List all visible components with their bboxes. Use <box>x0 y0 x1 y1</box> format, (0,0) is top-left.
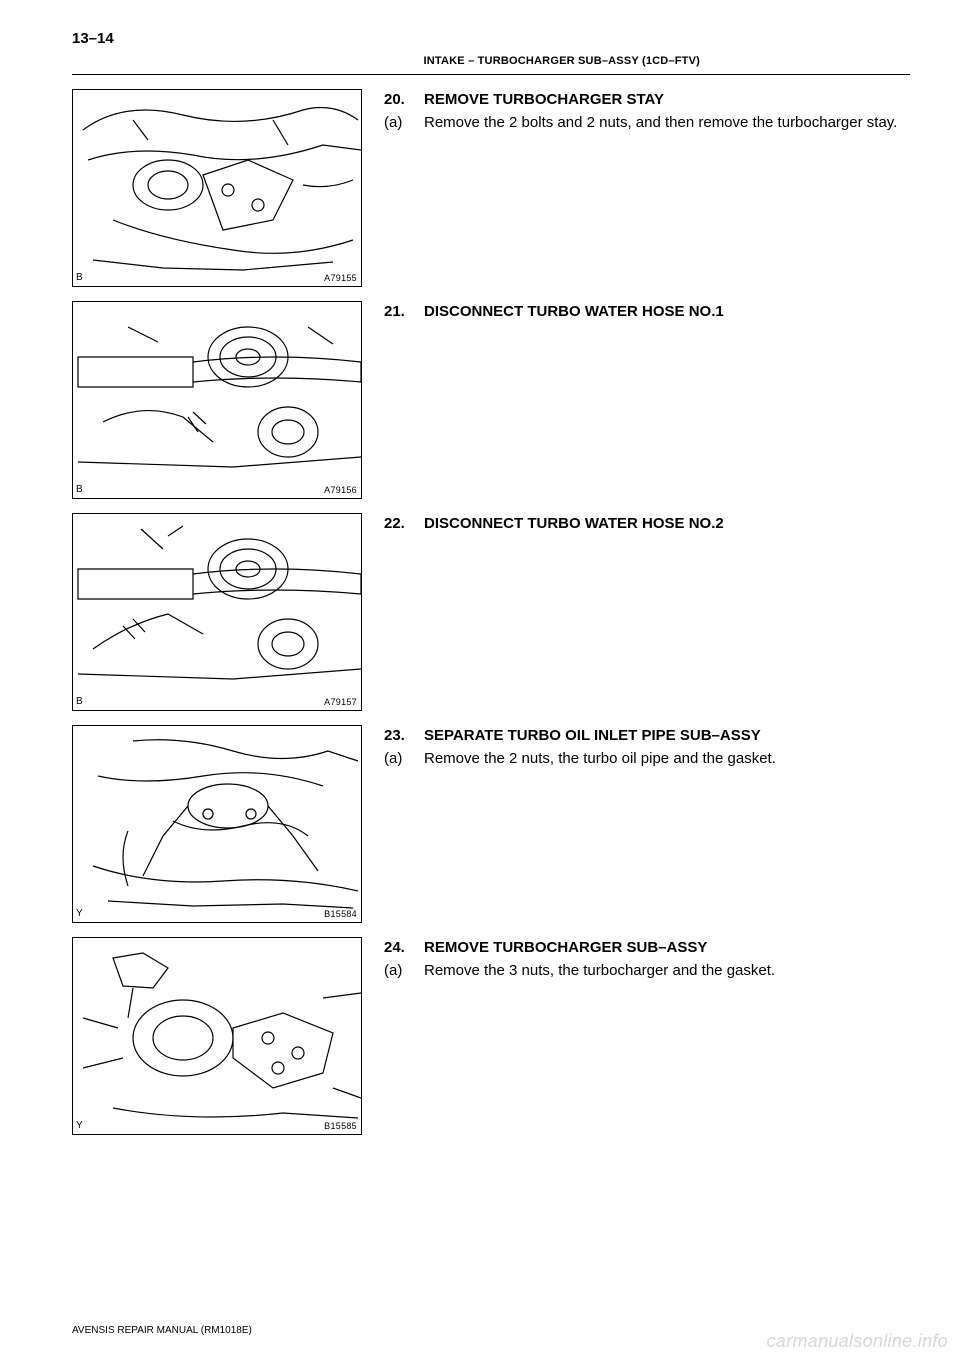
step-22-row: B A79157 22. DISCONNECT TURBO WATER HOSE… <box>72 513 910 711</box>
step-number: 24. <box>384 938 424 958</box>
step-heading: 22. DISCONNECT TURBO WATER HOSE NO.2 <box>384 514 910 534</box>
step-heading: 20. REMOVE TURBOCHARGER STAY <box>384 90 910 110</box>
step-title: SEPARATE TURBO OIL INLET PIPE SUB–ASSY <box>424 726 910 746</box>
figure-code: B15584 <box>324 909 357 919</box>
step-24-row: Y B15585 24. REMOVE TURBOCHARGER SUB–ASS… <box>72 937 910 1135</box>
step-23-row: Y B15584 23. SEPARATE TURBO OIL INLET PI… <box>72 725 910 923</box>
step-title: DISCONNECT TURBO WATER HOSE NO.2 <box>424 514 910 534</box>
figure-20: B A79155 <box>72 89 362 287</box>
header-rule: INTAKE – TURBOCHARGER SUB–ASSY (1CD–FTV) <box>72 53 910 75</box>
figure-corner-label: B <box>76 484 83 495</box>
step-substep: (a) Remove the 2 bolts and 2 nuts, and t… <box>384 112 910 134</box>
step-20-row: B A79155 20. REMOVE TURBOCHARGER STAY (a… <box>72 89 910 287</box>
step-number: 20. <box>384 90 424 110</box>
repair-manual-page: 13–14 INTAKE – TURBOCHARGER SUB–ASSY (1C… <box>0 0 960 1358</box>
diagram-water-hose-2 <box>73 514 362 711</box>
figure-code: A79156 <box>324 485 357 495</box>
step-substep: (a) Remove the 3 nuts, the turbocharger … <box>384 960 910 982</box>
step-number: 21. <box>384 302 424 322</box>
step-24-text: 24. REMOVE TURBOCHARGER SUB–ASSY (a) Rem… <box>362 937 910 1135</box>
diagram-turbo-stay <box>73 90 362 287</box>
figure-corner-label: B <box>76 696 83 707</box>
substep-text: Remove the 2 nuts, the turbo oil pipe an… <box>424 748 910 770</box>
figure-code: B15585 <box>324 1121 357 1131</box>
figure-23: Y B15584 <box>72 725 362 923</box>
footer-text: AVENSIS REPAIR MANUAL (RM1018E) <box>72 1325 252 1336</box>
substep-letter: (a) <box>384 960 424 982</box>
watermark-text: carmanualsonline.info <box>767 1331 948 1352</box>
step-heading: 24. REMOVE TURBOCHARGER SUB–ASSY <box>384 938 910 958</box>
substep-text: Remove the 2 bolts and 2 nuts, and then … <box>424 112 910 134</box>
figure-24: Y B15585 <box>72 937 362 1135</box>
step-number: 22. <box>384 514 424 534</box>
diagram-turbo-remove <box>73 938 362 1135</box>
substep-letter: (a) <box>384 112 424 134</box>
figure-code: A79157 <box>324 697 357 707</box>
diagram-water-hose-1 <box>73 302 362 499</box>
step-21-text: 21. DISCONNECT TURBO WATER HOSE NO.1 <box>362 301 910 499</box>
figure-corner-label: Y <box>76 908 83 919</box>
figure-code: A79155 <box>324 273 357 283</box>
diagram-oil-inlet-pipe <box>73 726 362 923</box>
step-heading: 21. DISCONNECT TURBO WATER HOSE NO.1 <box>384 302 910 322</box>
step-heading: 23. SEPARATE TURBO OIL INLET PIPE SUB–AS… <box>384 726 910 746</box>
substep-letter: (a) <box>384 748 424 770</box>
figure-22: B A79157 <box>72 513 362 711</box>
step-substep: (a) Remove the 2 nuts, the turbo oil pip… <box>384 748 910 770</box>
step-title: REMOVE TURBOCHARGER SUB–ASSY <box>424 938 910 958</box>
figure-corner-label: Y <box>76 1120 83 1131</box>
step-title: DISCONNECT TURBO WATER HOSE NO.1 <box>424 302 910 322</box>
figure-corner-label: B <box>76 272 83 283</box>
header-text: INTAKE – TURBOCHARGER SUB–ASSY (1CD–FTV) <box>423 55 700 67</box>
step-23-text: 23. SEPARATE TURBO OIL INLET PIPE SUB–AS… <box>362 725 910 923</box>
step-number: 23. <box>384 726 424 746</box>
step-21-row: B A79156 21. DISCONNECT TURBO WATER HOSE… <box>72 301 910 499</box>
step-20-text: 20. REMOVE TURBOCHARGER STAY (a) Remove … <box>362 89 910 287</box>
step-title: REMOVE TURBOCHARGER STAY <box>424 90 910 110</box>
substep-text: Remove the 3 nuts, the turbocharger and … <box>424 960 910 982</box>
figure-21: B A79156 <box>72 301 362 499</box>
page-number: 13–14 <box>72 30 910 47</box>
step-22-text: 22. DISCONNECT TURBO WATER HOSE NO.2 <box>362 513 910 711</box>
